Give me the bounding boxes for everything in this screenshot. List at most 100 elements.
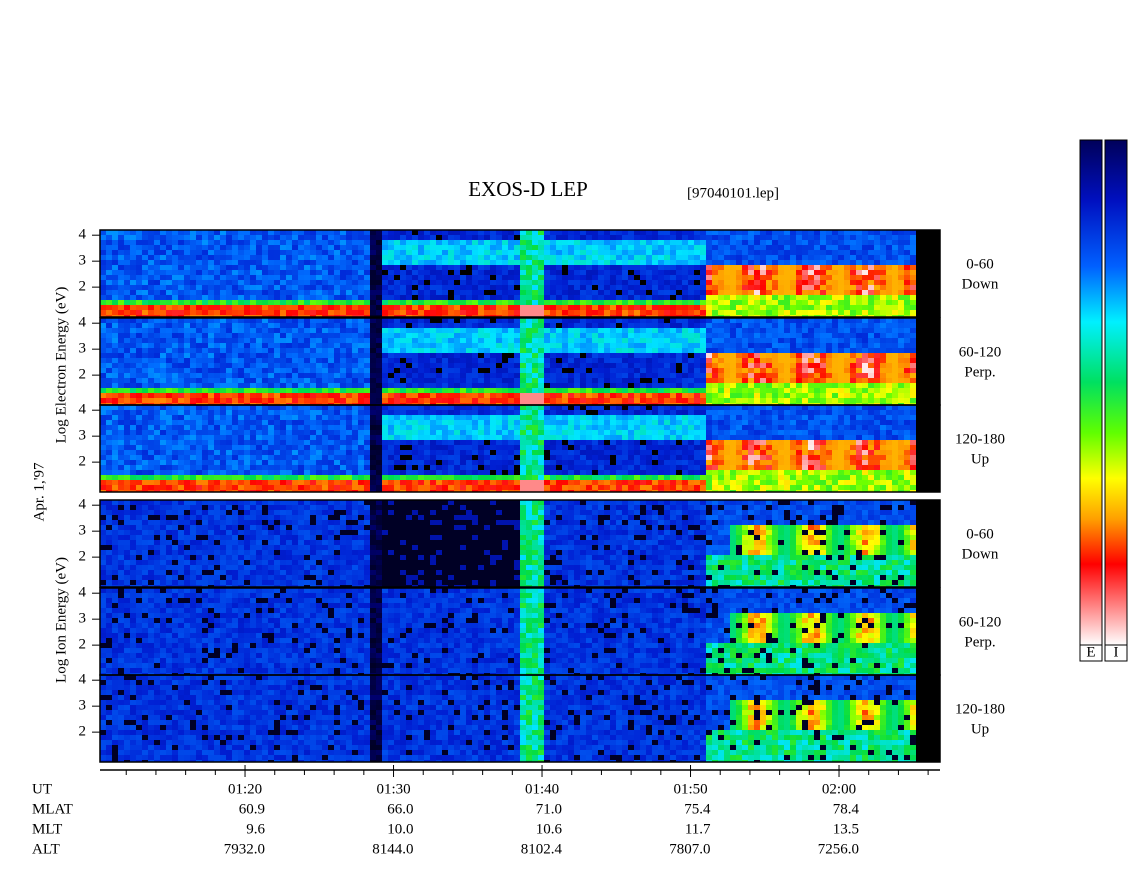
spectrogram-cell — [844, 315, 850, 317]
spectrogram-cell — [286, 315, 292, 317]
spectrogram-cell — [880, 255, 886, 260]
spectrogram-cell — [676, 368, 682, 373]
spectrogram-cell — [256, 245, 262, 250]
spectrogram-cell — [592, 378, 598, 383]
spectrogram-cell — [592, 368, 598, 373]
spectrogram-cell — [772, 245, 778, 250]
spectrogram-cell — [928, 270, 934, 275]
spectrogram-cell — [556, 300, 562, 305]
spectrogram-cell — [154, 328, 160, 333]
spectrogram-cell — [478, 373, 484, 378]
spectrogram-cell — [388, 353, 394, 358]
spectrogram-cell — [364, 285, 370, 290]
spectrogram-cell — [130, 265, 136, 270]
spectrogram-cell — [304, 383, 310, 388]
spectrogram-cell — [184, 290, 190, 295]
spectrogram-cell — [646, 270, 652, 275]
spectrogram-cell — [886, 323, 892, 328]
spectrogram-cell — [556, 363, 562, 368]
spectrogram-cell — [178, 343, 184, 348]
spectrogram-cell — [802, 290, 808, 295]
spectrogram-cell — [676, 315, 682, 317]
spectrogram-cell — [628, 318, 634, 323]
spectrogram-cell — [322, 373, 328, 378]
spectrogram-cell — [322, 245, 328, 250]
spectrogram-cell — [742, 250, 748, 255]
spectrogram-cell — [376, 270, 382, 275]
spectrogram-cell — [814, 363, 820, 368]
spectrogram-cell — [154, 403, 160, 405]
spectrogram-cell — [772, 280, 778, 285]
spectrogram-cell — [256, 373, 262, 378]
spectrogram-cell — [682, 315, 688, 317]
spectrogram-cell — [526, 265, 532, 270]
spectrogram-cell — [658, 333, 664, 338]
spectrogram-cell — [262, 348, 268, 353]
spectrogram-cell — [388, 343, 394, 348]
spectrogram-cell — [412, 285, 418, 290]
spectrogram-cell — [790, 363, 796, 368]
spectrogram-cell — [832, 358, 838, 363]
spectrogram-cell — [226, 275, 232, 280]
spectrogram-cell — [232, 338, 238, 343]
spectrogram-cell — [904, 388, 910, 393]
spectrogram-cell — [592, 403, 598, 405]
spectrogram-cell — [832, 265, 838, 270]
spectrogram-cell — [820, 368, 826, 373]
spectrogram-cell — [808, 265, 814, 270]
spectrogram-cell — [676, 328, 682, 333]
spectrogram-cell — [730, 403, 736, 405]
spectrogram-cell — [250, 348, 256, 353]
spectrogram-cell — [604, 240, 610, 245]
spectrogram-cell — [622, 255, 628, 260]
spectrogram-cell — [814, 295, 820, 300]
spectrogram-cell — [862, 295, 868, 300]
spectrogram-cell — [622, 393, 628, 398]
spectrogram-cell — [250, 358, 256, 363]
spectrogram-cell — [352, 275, 358, 280]
spectrogram-cell — [130, 300, 136, 305]
spectrogram-cell — [670, 295, 676, 300]
spectrogram-cell — [628, 403, 634, 405]
spectrogram-cell — [316, 310, 322, 315]
spectrogram-cell — [628, 310, 634, 315]
spectrogram-cell — [760, 388, 766, 393]
spectrogram-cell — [364, 305, 370, 310]
spectrogram-cell — [100, 338, 106, 343]
spectrogram-cell — [766, 260, 772, 265]
spectrogram-cell — [718, 285, 724, 290]
spectrogram-cell — [856, 373, 862, 378]
spectrogram-cell — [904, 310, 910, 315]
spectrogram-cell — [754, 260, 760, 265]
spectrogram-cell — [874, 378, 880, 383]
spectrogram-cell — [730, 240, 736, 245]
spectrogram-cell — [898, 338, 904, 343]
spectrogram-cell — [640, 305, 646, 310]
spectrogram-cell — [706, 265, 712, 270]
spectrogram-cell — [832, 260, 838, 265]
spectrogram-cell — [664, 245, 670, 250]
spectrogram-cell — [208, 245, 214, 250]
spectrogram-cell — [658, 338, 664, 343]
spectrogram-cell — [532, 348, 538, 353]
spectrogram-cell — [880, 295, 886, 300]
spectrogram-cell — [136, 310, 142, 315]
spectrogram-cell — [802, 348, 808, 353]
spectrogram-cell — [706, 275, 712, 280]
spectrogram-cell — [118, 358, 124, 363]
spectrogram-cell — [802, 285, 808, 290]
spectrogram-cell — [286, 275, 292, 280]
spectrogram-cell — [376, 343, 382, 348]
spectrogram-cell — [778, 300, 784, 305]
spectrogram-cell — [784, 240, 790, 245]
spectrogram-cell — [466, 315, 472, 317]
spectrogram-cell — [592, 398, 598, 403]
spectrogram-cell — [244, 393, 250, 398]
spectrogram-cell — [490, 363, 496, 368]
spectrogram-cell — [544, 290, 550, 295]
spectrogram-cell — [826, 358, 832, 363]
spectrogram-cell — [664, 368, 670, 373]
spectrogram-cell — [202, 260, 208, 265]
spectrogram-cell — [292, 290, 298, 295]
spectrogram-cell — [346, 318, 352, 323]
